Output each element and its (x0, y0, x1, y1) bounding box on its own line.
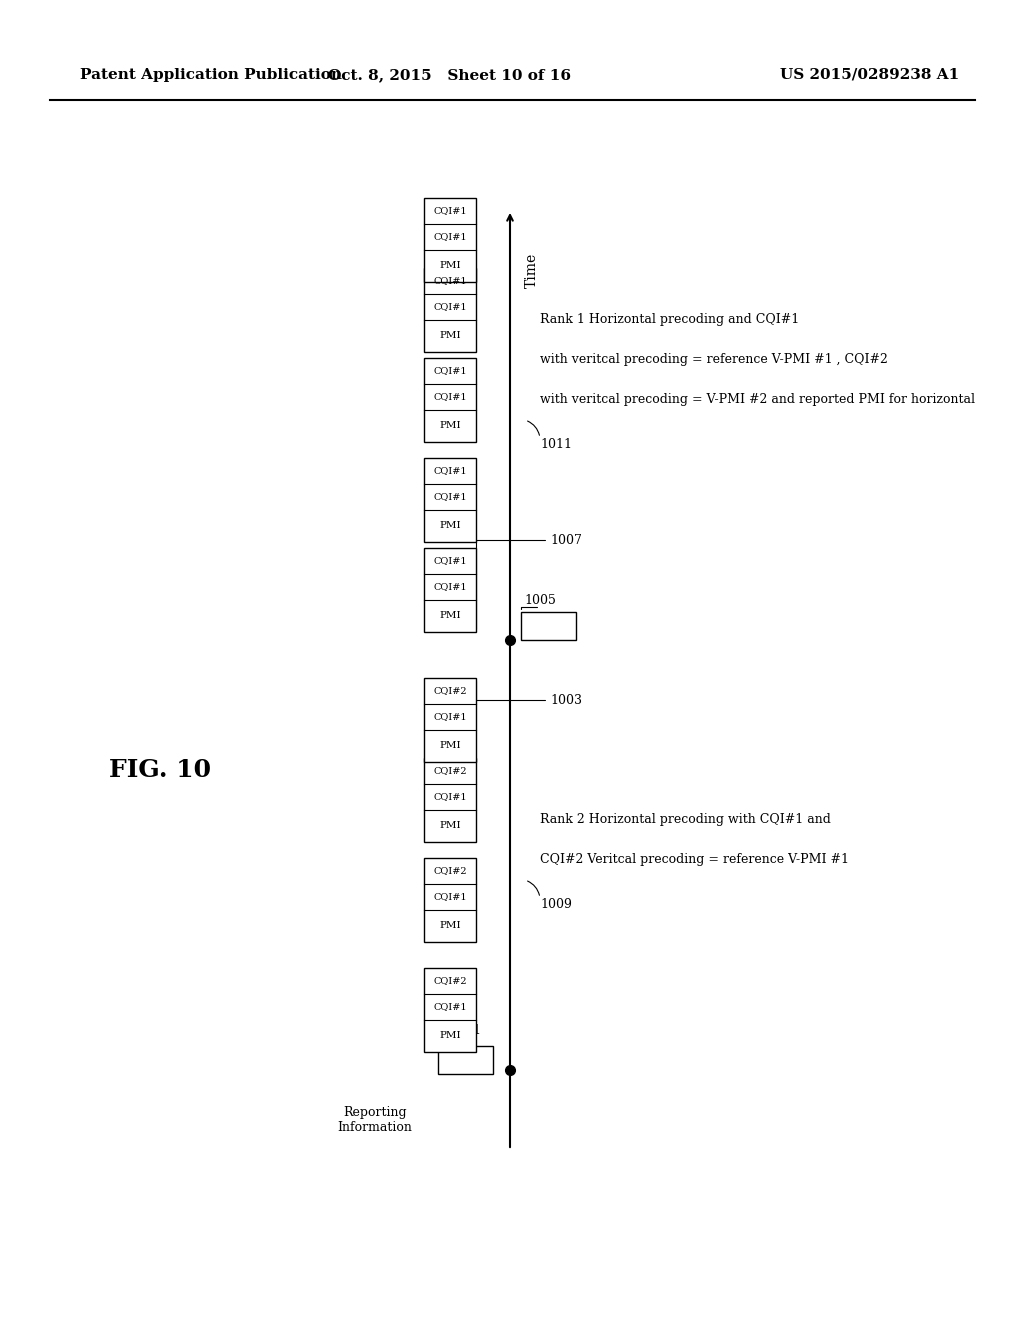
Text: CQI#1: CQI#1 (433, 367, 467, 375)
Text: FIG. 10: FIG. 10 (109, 758, 211, 781)
Text: Rank 2 Horizontal precoding with CQI#1 and: Rank 2 Horizontal precoding with CQI#1 a… (540, 813, 830, 826)
Text: PMI: PMI (439, 611, 461, 620)
Text: CQI#1: CQI#1 (433, 232, 467, 242)
Text: RI=1: RI=1 (532, 619, 563, 632)
Text: RI=2: RI=2 (450, 1053, 480, 1067)
Text: PMI: PMI (439, 742, 461, 751)
Text: PMI: PMI (439, 821, 461, 830)
Bar (424, 358, 476, 442)
Text: PMI: PMI (439, 1031, 461, 1040)
Text: PMI: PMI (439, 521, 461, 531)
Bar (424, 548, 476, 632)
Bar (424, 758, 476, 842)
Text: CQI#1: CQI#1 (433, 582, 467, 591)
Text: CQI#2: CQI#2 (433, 866, 467, 875)
Bar (424, 198, 476, 282)
Bar (424, 678, 476, 762)
Text: CQI#2: CQI#2 (433, 977, 467, 986)
Text: CQI#1: CQI#1 (433, 206, 467, 215)
Text: PMI: PMI (439, 331, 461, 341)
Text: Reporting
Information: Reporting Information (338, 1106, 413, 1134)
Text: PMI: PMI (439, 921, 461, 931)
Text: CQI#2 Veritcal precoding = reference V-PMI #1: CQI#2 Veritcal precoding = reference V-P… (540, 854, 849, 866)
Text: 1011: 1011 (540, 438, 572, 451)
Bar (437, 1045, 493, 1074)
Text: CQI#1: CQI#1 (433, 792, 467, 801)
Text: CQI#1: CQI#1 (433, 466, 467, 475)
Text: 1003: 1003 (550, 693, 582, 706)
Text: with veritcal precoding = V-PMI #2 and reported PMI for horizontal: with veritcal precoding = V-PMI #2 and r… (540, 393, 975, 407)
Text: CQI#1: CQI#1 (433, 1002, 467, 1011)
Text: US 2015/0289238 A1: US 2015/0289238 A1 (780, 69, 959, 82)
Text: with veritcal precoding = reference V-PMI #1 , CQI#2: with veritcal precoding = reference V-PM… (540, 354, 888, 367)
Bar (424, 858, 476, 942)
Text: CQI#1: CQI#1 (433, 557, 467, 565)
Text: CQI#1: CQI#1 (433, 892, 467, 902)
Text: CQI#1: CQI#1 (433, 276, 467, 285)
Text: Rank 1 Horizontal precoding and CQI#1: Rank 1 Horizontal precoding and CQI#1 (540, 314, 800, 326)
Text: 1009: 1009 (540, 899, 571, 912)
Bar (424, 268, 476, 352)
Text: 1005: 1005 (524, 594, 556, 606)
Bar (424, 458, 476, 543)
Bar (520, 612, 575, 640)
Text: 1001: 1001 (449, 1023, 481, 1036)
Text: CQI#1: CQI#1 (433, 392, 467, 401)
Text: PMI: PMI (439, 261, 461, 271)
Text: CQI#2: CQI#2 (433, 686, 467, 696)
Text: CQI#1: CQI#1 (433, 713, 467, 722)
Text: 1007: 1007 (550, 533, 582, 546)
Text: Time: Time (525, 252, 539, 288)
Text: CQI#2: CQI#2 (433, 767, 467, 776)
Text: PMI: PMI (439, 421, 461, 430)
Text: Oct. 8, 2015   Sheet 10 of 16: Oct. 8, 2015 Sheet 10 of 16 (329, 69, 571, 82)
Bar (424, 968, 476, 1052)
Text: CQI#1: CQI#1 (433, 492, 467, 502)
Text: CQI#1: CQI#1 (433, 302, 467, 312)
Text: Patent Application Publication: Patent Application Publication (80, 69, 342, 82)
